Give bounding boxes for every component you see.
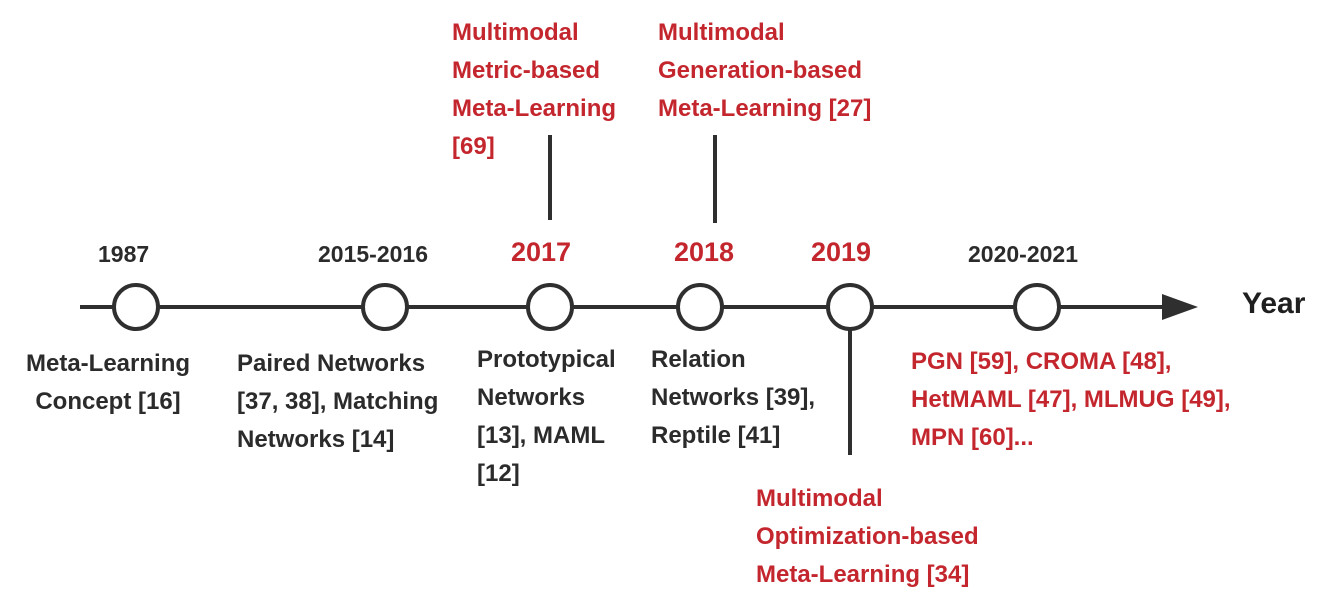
node-1987 <box>112 283 160 331</box>
node-2019 <box>826 283 874 331</box>
year-label-2015-2016: 2015-2016 <box>318 241 428 267</box>
axis-arrowhead <box>1162 294 1198 320</box>
node-2020-2021 <box>1013 283 1061 331</box>
axis-label-year: Year <box>1242 287 1306 320</box>
branch-2017-multimodal-metric: Multimodal Metric-based Meta-Learning [6… <box>452 19 617 160</box>
milestone-2018-description: Relation Networks [39], Reptile [41] <box>651 346 816 449</box>
year-label-1987: 1987 <box>98 241 150 267</box>
milestone-1987-description: Meta-Learning Concept [16] <box>26 350 191 415</box>
year-label-2020-2021: 2020-2021 <box>968 241 1078 267</box>
milestone-2017-description: Prototypical Networks [13], MAML [12] <box>477 346 616 487</box>
node-2017 <box>526 283 574 331</box>
node-2015-2016 <box>361 283 409 331</box>
year-label-2019: 2019 <box>811 237 872 267</box>
year-label-2018: 2018 <box>674 237 735 267</box>
milestone-2015-2016-description: Paired Networks [37, 38], Matching Netwo… <box>237 350 439 453</box>
year-label-2017: 2017 <box>511 237 572 267</box>
branch-2018-multimodal-generation: Multimodal Generation-based Meta-Learnin… <box>658 19 872 122</box>
milestone-2020-2021-description: PGN [59], CROMA [48], HetMAML [47], MLMU… <box>911 348 1231 451</box>
branch-2019-multimodal-optimization: Multimodal Optimization-based Meta-Learn… <box>756 485 979 588</box>
node-2018 <box>676 283 724 331</box>
